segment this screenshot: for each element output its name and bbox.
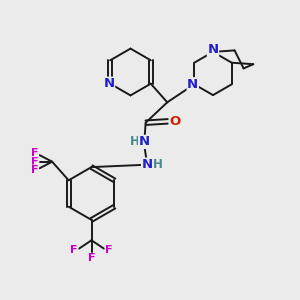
Text: N: N [142, 158, 153, 171]
Text: F: F [105, 245, 113, 255]
Text: F: F [31, 148, 38, 158]
Text: H: H [130, 135, 140, 148]
Text: O: O [169, 115, 180, 128]
Text: N: N [139, 135, 150, 148]
Text: N: N [207, 43, 219, 56]
Text: N: N [103, 77, 115, 90]
Text: F: F [31, 157, 38, 167]
Text: F: F [88, 253, 95, 263]
Text: F: F [31, 165, 38, 175]
Text: H: H [153, 158, 163, 171]
Text: F: F [70, 245, 78, 255]
Text: N: N [187, 78, 198, 91]
